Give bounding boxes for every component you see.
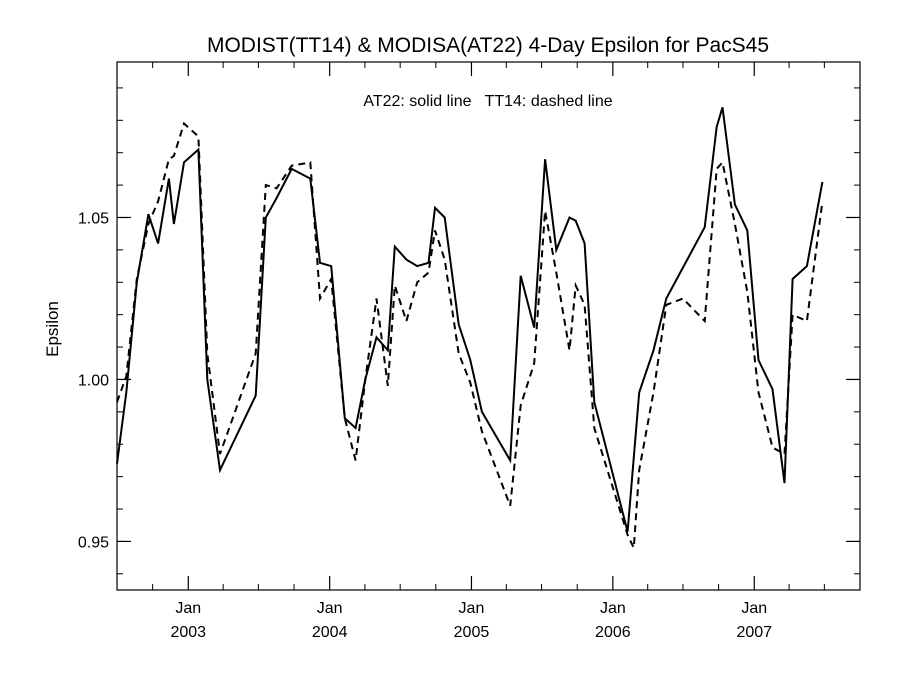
y-tick-label: 0.95 bbox=[78, 534, 109, 551]
series-line-tt14 bbox=[116, 121, 824, 552]
x-tick-label-month: Jan bbox=[175, 600, 201, 617]
chart-title: MODIST(TT14) & MODISA(AT22) 4-Day Epsilo… bbox=[207, 34, 769, 57]
y-axis-ticks: 0.95 1.00 1.05 bbox=[78, 210, 860, 551]
x-tick-label-year: 2006 bbox=[595, 624, 631, 641]
x-axis-ticks: Jan 2003 Jan 2004 Jan 2005 Jan 2006 Jan 2007 bbox=[170, 62, 772, 641]
x-tick-label-year: 2005 bbox=[454, 624, 490, 641]
y-tick-label: 1.00 bbox=[78, 372, 109, 389]
x-tick-label-year: 2004 bbox=[312, 624, 348, 641]
series-layer bbox=[116, 107, 824, 552]
x-tick-label-year: 2007 bbox=[736, 624, 772, 641]
x-tick-label-month: Jan bbox=[600, 600, 626, 617]
y-tick-label: 1.05 bbox=[78, 210, 109, 227]
series-line-at22 bbox=[116, 107, 824, 532]
x-tick-label-month: Jan bbox=[741, 600, 767, 617]
x-tick-label-month: Jan bbox=[459, 600, 485, 617]
minor-ticks bbox=[117, 62, 860, 590]
plot-frame bbox=[116, 61, 861, 591]
legend-annotation: AT22: solid line TT14: dashed line bbox=[363, 93, 612, 110]
y-axis-label: Epsilon bbox=[43, 301, 62, 357]
x-tick-label-year: 2003 bbox=[170, 624, 206, 641]
x-tick-label-month: Jan bbox=[317, 600, 343, 617]
